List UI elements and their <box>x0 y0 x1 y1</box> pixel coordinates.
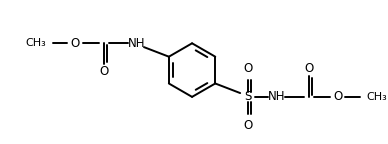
Text: O: O <box>243 62 253 75</box>
Text: O: O <box>71 37 80 50</box>
Text: O: O <box>99 66 108 78</box>
Text: CH₃: CH₃ <box>366 92 387 102</box>
Text: S: S <box>244 90 251 103</box>
Text: CH₃: CH₃ <box>26 38 47 48</box>
Text: NH: NH <box>128 37 145 50</box>
Text: O: O <box>243 119 253 132</box>
Text: O: O <box>305 62 314 75</box>
Text: NH: NH <box>268 90 285 103</box>
Text: O: O <box>333 90 342 103</box>
